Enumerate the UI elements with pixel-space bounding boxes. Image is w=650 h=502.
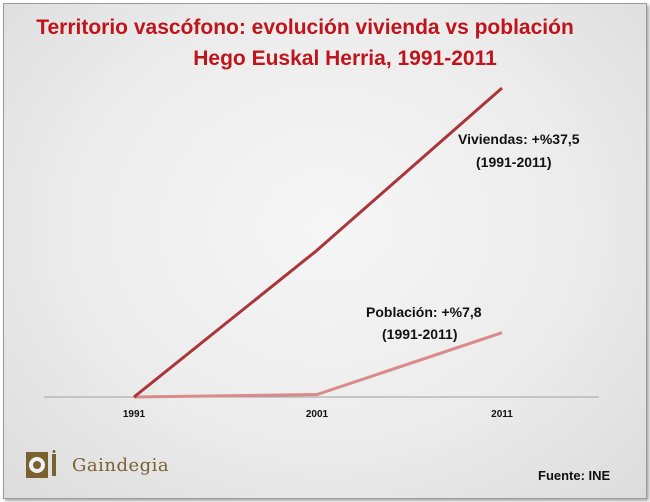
poblacion-annotation-line2: (1991-2011): [382, 326, 458, 342]
viviendas-annotation-line1: Viviendas: +%37,5: [458, 131, 580, 147]
x-tick-label-1991: 1991: [123, 409, 146, 420]
chart-frame: Territorio vascófono: evolución vivienda…: [3, 3, 647, 499]
gaindegia-logo-text: Gaindegia: [72, 454, 170, 476]
chart-subtitle: Hego Euskal Herria, 1991-2011: [193, 47, 497, 70]
chart-title: Territorio vascófono: evolución vivienda…: [36, 16, 574, 39]
line-chart: 1991 2001 2011: [44, 86, 599, 420]
series-line-poblacin: [133, 331, 503, 399]
x-tick-label-2001: 2001: [306, 409, 329, 420]
viviendas-annotation-line2: (1991-2011): [476, 154, 552, 170]
series-line-viviendas: [133, 86, 503, 399]
gaindegia-logo: Gaindegia: [26, 450, 169, 480]
gaindegia-logo-icon: [26, 450, 70, 480]
source-note: Fuente: INE: [538, 468, 611, 483]
x-tick-label-2011: 2011: [491, 409, 513, 420]
poblacion-annotation-line1: Población: +%7,8: [366, 304, 482, 320]
